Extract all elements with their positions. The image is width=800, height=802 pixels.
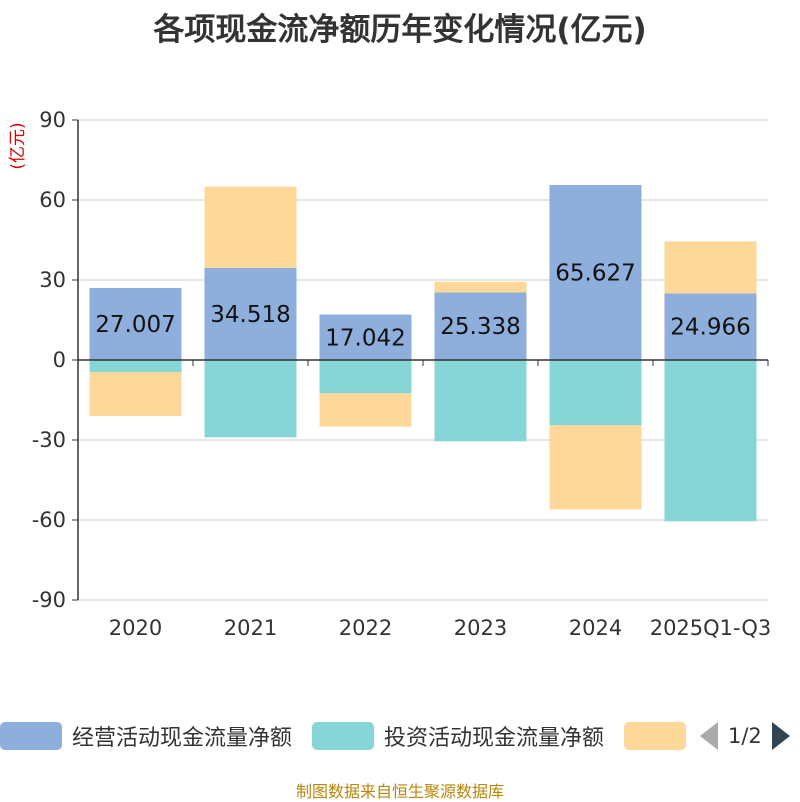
bar-investing [664, 360, 757, 522]
bar-financing [89, 372, 182, 416]
bar-financing [319, 393, 412, 427]
bar-investing [319, 360, 412, 394]
bar-financing [664, 241, 757, 294]
bar-data-label: 24.966 [670, 315, 750, 341]
bar-financing [549, 425, 642, 510]
y-tick-label: 0 [53, 348, 66, 372]
legend: 经营活动现金流量净额 投资活动现金流量净额 1/2 [0, 716, 800, 756]
x-tick-label: 2021 [224, 616, 277, 640]
bar-operating [204, 267, 297, 360]
legend-page-indicator: 1/2 [728, 724, 762, 748]
legend-item-financing[interactable] [624, 722, 696, 750]
legend-swatch-financing [624, 722, 687, 750]
bar-financing [434, 281, 527, 293]
legend-prev-page-icon[interactable] [700, 722, 718, 750]
x-tick-label: 2022 [339, 616, 392, 640]
x-tick-label: 2024 [569, 616, 622, 640]
y-tick-label: -60 [32, 508, 66, 532]
bar-investing [204, 360, 297, 438]
legend-label-operating: 经营活动现金流量净额 [72, 726, 293, 751]
y-tick-label: 30 [39, 268, 66, 292]
bar-data-label: 34.518 [210, 302, 290, 328]
legend-item-operating[interactable]: 经营活动现金流量净额 [0, 720, 292, 752]
bar-financing [204, 186, 297, 268]
legend-next-page-icon[interactable] [771, 722, 790, 750]
bar-data-label: 25.338 [440, 314, 520, 340]
chart-title: 各项现金流净额历年变化情况(亿元) [153, 12, 647, 48]
legend-swatch-operating [0, 722, 62, 750]
y-tick-label: 60 [39, 188, 66, 212]
bar-operating [89, 287, 182, 360]
x-tick-label: 2025Q1-Q3 [650, 616, 772, 640]
y-tick-label: -90 [32, 588, 66, 612]
legend-label-investing: 投资活动现金流量净额 [384, 726, 605, 751]
bar-operating [434, 292, 527, 360]
bar-investing [434, 360, 527, 442]
bar-data-label: 65.627 [555, 260, 635, 286]
bar-data-label: 27.007 [95, 312, 175, 338]
x-tick-label: 2023 [454, 616, 507, 640]
legend-swatch-investing [312, 722, 375, 750]
legend-pager: 1/2 [700, 716, 790, 756]
bar-data-label: 17.042 [325, 325, 405, 351]
x-tick-label: 2020 [109, 616, 162, 640]
source-note: 制图数据来自恒生聚源数据库 [295, 782, 504, 801]
legend-item-investing[interactable]: 投资活动现金流量净额 [312, 720, 604, 752]
bar-operating [319, 314, 412, 360]
bar-investing [549, 360, 642, 426]
bar-operating [549, 184, 642, 360]
y-axis-unit-label: (亿元) [8, 122, 28, 169]
y-tick-label: -30 [32, 428, 66, 452]
bar-investing [89, 360, 182, 372]
y-tick-label: 90 [39, 108, 66, 132]
bar-operating [664, 293, 757, 360]
